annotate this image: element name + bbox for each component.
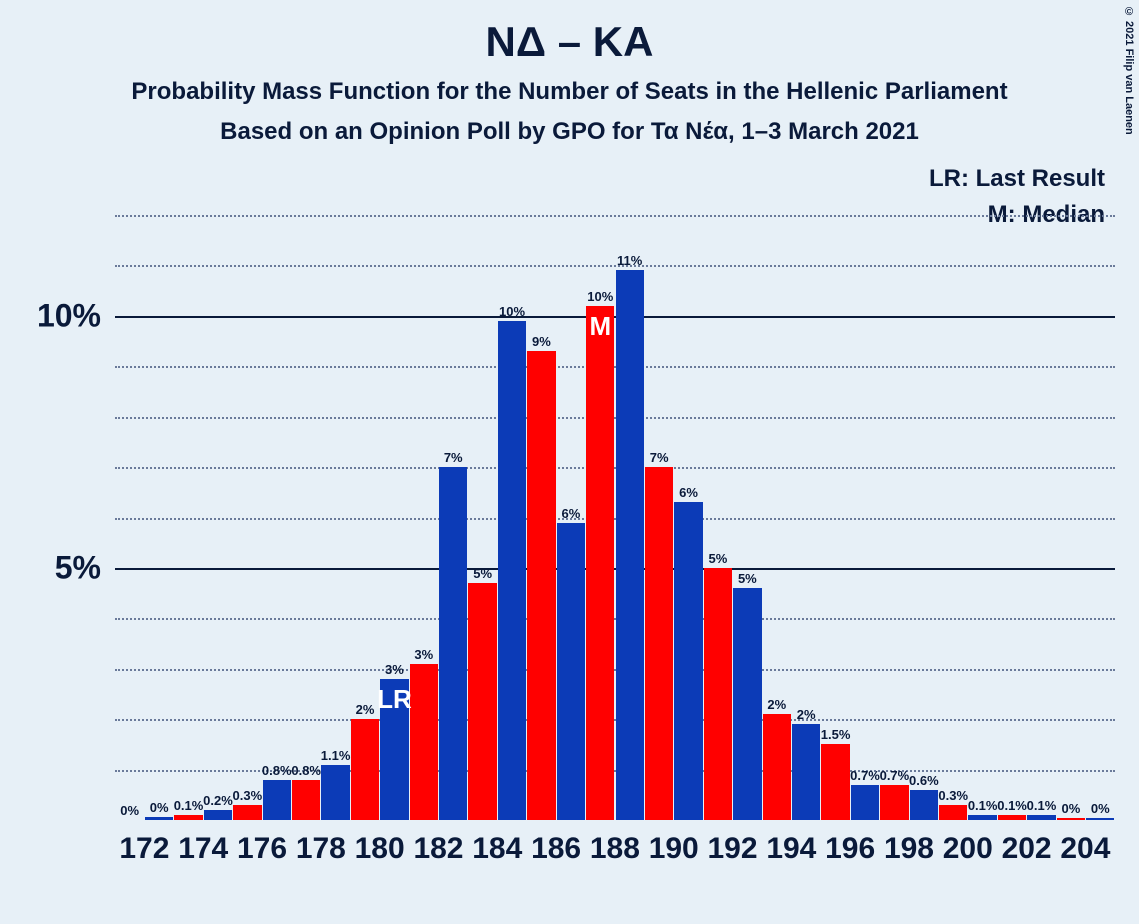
bar-value-label: 7% [444,450,463,467]
bar: 0% [1086,818,1114,820]
x-tick-label: 196 [821,832,880,866]
chart-title: ΝΔ – ΚΑ [0,18,1139,66]
x-tick-label: 198 [880,832,939,866]
bar: 0.7% [851,785,879,820]
bar-value-label: 1.5% [821,727,851,744]
bar: 2% [792,724,820,820]
bar-value-label: 0.1% [968,798,998,815]
bar-value-label: 0% [150,800,169,817]
bar: 0.8% [263,780,291,820]
bar: 0.7% [880,785,908,820]
x-tick-label: 174 [174,832,233,866]
bar-value-label: 0.8% [262,763,292,780]
bar: 0% [1057,818,1085,820]
y-tick-label: 10% [37,297,115,334]
chart-subtitle-2: Based on an Opinion Poll by GPO for Τα Ν… [0,118,1139,146]
y-tick-label: 5% [55,549,115,586]
bar-value-label: 10% [587,289,613,306]
x-tick-label: 186 [527,832,586,866]
bar-value-label: 5% [738,571,757,588]
bar: 0.3% [233,805,261,820]
bar-value-label: 0.3% [938,788,968,805]
plot-area: LR: Last Result M: Median 17217417617818… [115,215,1115,820]
bar-value-label: 0.1% [997,798,1027,815]
bar-value-label: 6% [679,485,698,502]
bar: 0.1% [998,815,1026,820]
chart-page: © 2021 Filip van Laenen ΝΔ – ΚΑ Probabil… [0,0,1139,924]
bar: 7% [439,467,467,820]
bar-value-label: 0% [1061,801,1080,818]
x-tick-label: 178 [291,832,350,866]
gridline-minor [115,265,1115,267]
bar: 11% [616,270,644,820]
x-tick-label: 188 [586,832,645,866]
bar-value-label: 11% [617,253,642,270]
bar: 0.6% [910,790,938,820]
bar-value-label: 3% [385,662,404,679]
x-tick-label: 204 [1056,832,1115,866]
bar: 6% [674,502,702,820]
bar-value-label: 9% [532,334,551,351]
x-tick-label: 202 [997,832,1056,866]
bar: 10% [498,321,526,820]
x-tick-label: 192 [703,832,762,866]
bar-value-label: 3% [414,647,433,664]
bar-value-label: 0.8% [291,763,321,780]
bar: 5% [468,583,496,820]
bar: 0.1% [174,815,202,820]
x-tick-label: 182 [409,832,468,866]
bar: 3% [410,664,438,820]
bar-value-label: 0.6% [909,773,939,790]
bar: 3% [380,679,408,820]
bar-value-label: 0.7% [880,768,910,785]
bar: 0.3% [939,805,967,820]
legend-last-result: LR: Last Result [929,165,1105,193]
x-tick-label: 180 [350,832,409,866]
bar: 5% [733,588,761,820]
x-tick-label: 190 [644,832,703,866]
bar-value-label: 7% [650,450,669,467]
bar: 0.1% [1027,815,1055,820]
bar-value-label: 2% [356,702,375,719]
bar-value-label: 0.3% [233,788,263,805]
bar-value-label: 2% [767,697,786,714]
bar: 7% [645,467,673,820]
bar: 1.5% [821,744,849,820]
bar-value-label: 0.7% [850,768,880,785]
bar: 0.1% [968,815,996,820]
bar-value-label: 6% [561,506,580,523]
gridline-minor [115,215,1115,217]
x-tick-label: 172 [115,832,174,866]
bar: 1.1% [321,765,349,820]
bar-value-label: 0.1% [1027,798,1057,815]
bar-value-label: 5% [473,566,492,583]
bar-value-label: 0% [120,803,139,820]
bar: 2% [351,719,379,820]
bar: 9% [527,351,555,820]
bar: 5% [704,568,732,820]
bar: 0.2% [204,810,232,820]
chart-subtitle-1: Probability Mass Function for the Number… [0,78,1139,106]
bar-value-label: 10% [499,304,525,321]
bar: 0% [145,817,173,820]
bar-value-label: 1.1% [321,748,351,765]
bar: 2% [763,714,791,820]
x-tick-label: 194 [762,832,821,866]
bar-value-label: 5% [709,551,728,568]
x-tick-label: 184 [468,832,527,866]
x-tick-label: 176 [233,832,292,866]
bar-value-label: 0.1% [174,798,204,815]
bar-value-label: 0.2% [203,793,233,810]
bar-value-label: 2% [797,707,816,724]
bar: 6% [557,523,585,820]
bar-value-label: 0% [1091,801,1110,818]
x-axis-labels: 1721741761781801821841861881901921941961… [115,820,1115,866]
bar: 0.8% [292,780,320,820]
bar: 10% [586,306,614,820]
x-tick-label: 200 [938,832,997,866]
